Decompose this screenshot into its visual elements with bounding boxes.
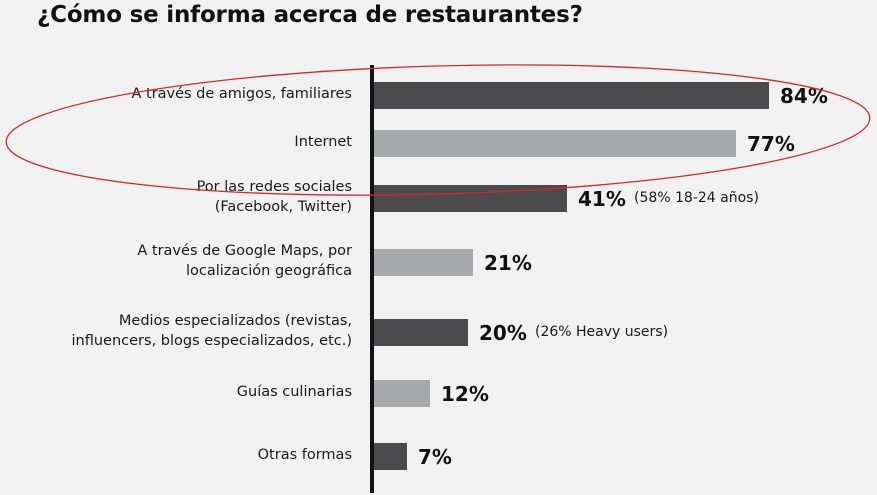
value-label: 77% <box>747 132 795 156</box>
value-label: 84% <box>780 84 828 108</box>
bar <box>374 82 769 109</box>
annotation-note: (26% Heavy users) <box>535 324 669 340</box>
bar <box>374 443 407 470</box>
category-label: Guías culinarias <box>237 382 352 402</box>
category-label-line1: Medios especializados (revistas, <box>118 313 352 329</box>
category-label: Medios especializados (revistas, influenc… <box>72 311 352 351</box>
category-label: A través de amigos, familiares <box>131 84 352 104</box>
value-label: 12% <box>441 382 489 406</box>
category-label-line1: A través de Google Maps, por <box>137 243 352 259</box>
category-label: A través de Google Maps, por localización… <box>137 241 352 281</box>
value-label: 21% <box>484 251 532 275</box>
bar <box>374 380 430 407</box>
category-label-line1: Por las redes sociales <box>196 179 352 195</box>
bar <box>374 319 468 346</box>
category-label-line1: Internet <box>294 134 352 150</box>
category-label-line2: influencers, blogs especializados, etc.) <box>71 333 352 349</box>
value-label: 7% <box>418 445 452 469</box>
bar <box>374 249 473 276</box>
category-label-line1: Guías culinarias <box>236 384 352 400</box>
bar <box>374 185 567 212</box>
category-label-line2: localización geográfica <box>185 263 352 279</box>
category-label-line1: A través de amigos, familiares <box>131 86 352 102</box>
category-label: Internet <box>294 132 352 152</box>
bar <box>374 130 736 157</box>
category-label: Otras formas <box>258 445 352 465</box>
value-label: 41% <box>578 187 626 211</box>
value-label: 20% <box>479 321 527 345</box>
category-label-line1: Otras formas <box>257 447 352 463</box>
category-label-line2: (Facebook, Twitter) <box>214 199 352 215</box>
category-label: Por las redes sociales (Facebook, Twitter… <box>197 177 352 217</box>
annotation-note: (58% 18-24 años) <box>634 190 759 206</box>
y-axis-line <box>370 65 374 493</box>
chart-title: ¿Cómo se informa acerca de restaurantes? <box>37 2 583 28</box>
